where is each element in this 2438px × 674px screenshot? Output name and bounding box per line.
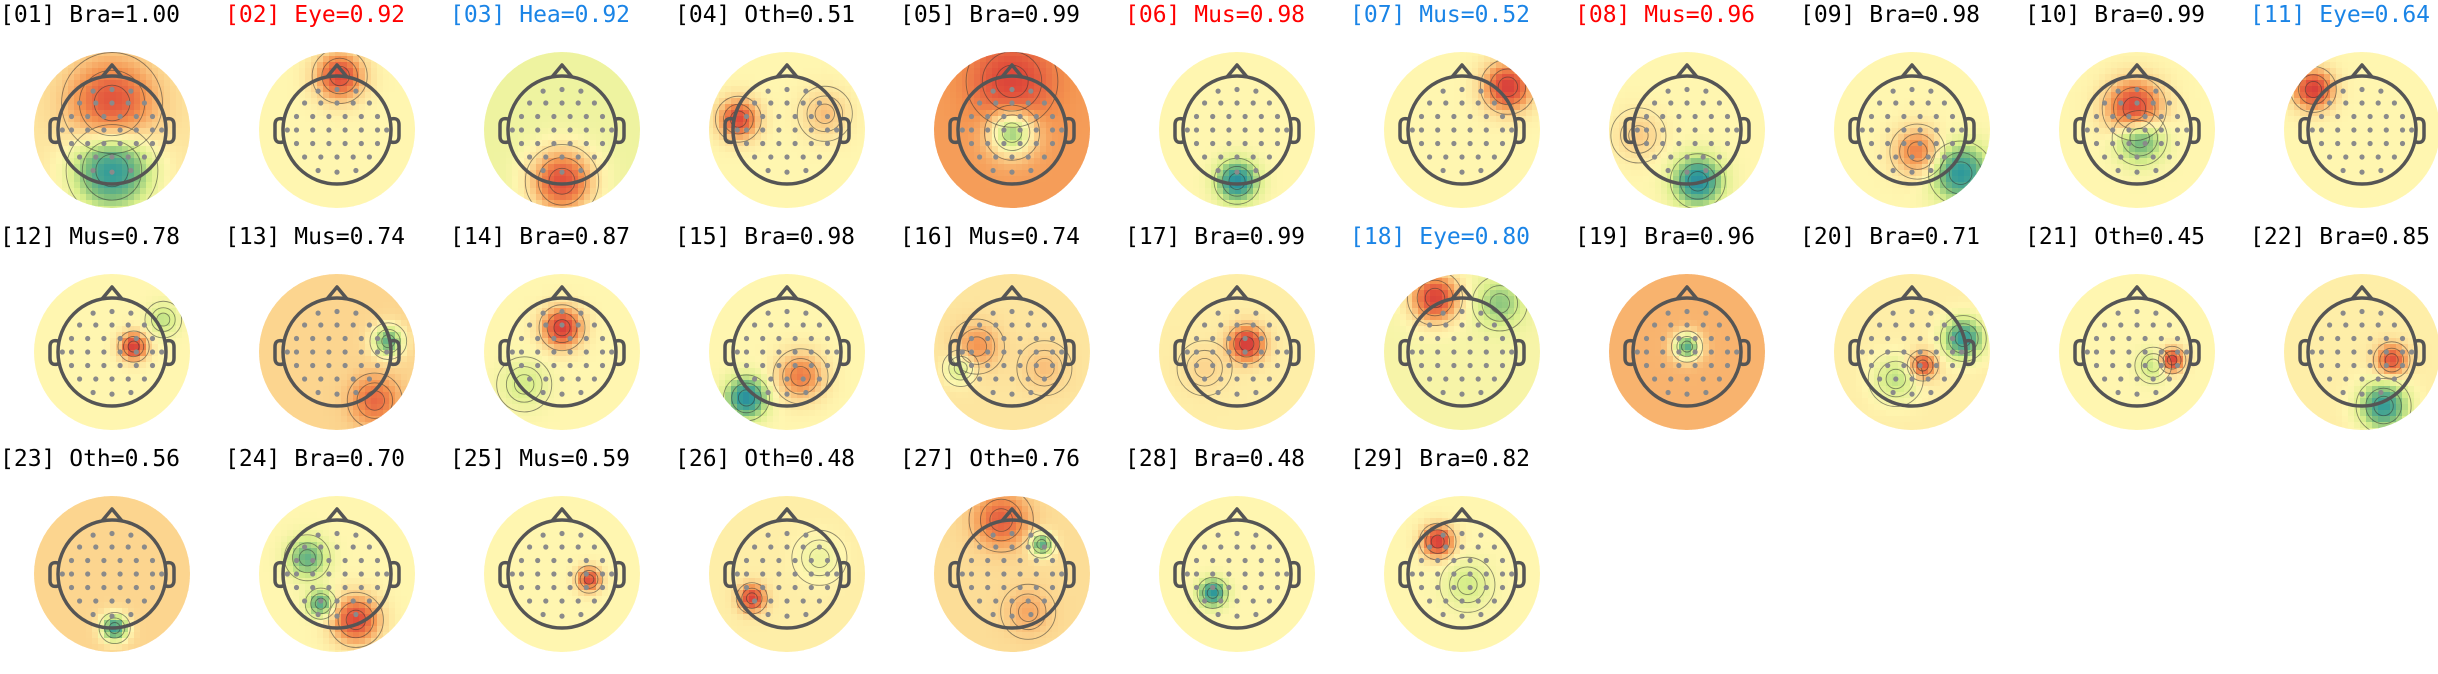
- component-label: [18] Eye=0.80: [1350, 222, 1530, 252]
- scalp-topomap: [1362, 252, 1562, 452]
- component-label: [15] Bra=0.98: [675, 222, 855, 252]
- component-label: [01] Bra=1.00: [0, 0, 180, 30]
- scalp-topomap: [2037, 30, 2237, 230]
- scalp-topomap: [462, 252, 662, 452]
- component-panel: [13] Mus=0.74: [225, 222, 450, 444]
- component-panel: [27] Oth=0.76: [900, 444, 1125, 666]
- component-panel: [18] Eye=0.80: [1350, 222, 1575, 444]
- component-panel: [26] Oth=0.48: [675, 444, 900, 666]
- component-label: [22] Bra=0.85: [2250, 222, 2430, 252]
- component-label: [10] Bra=0.99: [2025, 0, 2205, 30]
- component-label: [11] Eye=0.64: [2250, 0, 2430, 30]
- component-label: [03] Hea=0.92: [450, 0, 630, 30]
- component-panel: [01] Bra=1.00: [0, 0, 225, 222]
- scalp-topomap: [912, 30, 1112, 230]
- component-label: [24] Bra=0.70: [225, 444, 405, 474]
- component-panel: [23] Oth=0.56: [0, 444, 225, 666]
- scalp-topomap: [2262, 30, 2438, 230]
- scalp-topomap: [2262, 252, 2438, 452]
- scalp-topomap: [12, 474, 212, 674]
- scalp-topomap: [237, 252, 437, 452]
- scalp-topomap: [912, 252, 1112, 452]
- component-label: [12] Mus=0.78: [0, 222, 180, 252]
- scalp-topomap: [1587, 30, 1787, 230]
- scalp-topomap: [237, 474, 437, 674]
- component-label: [09] Bra=0.98: [1800, 0, 1980, 30]
- component-panel: [14] Bra=0.87: [450, 222, 675, 444]
- component-label: [20] Bra=0.71: [1800, 222, 1980, 252]
- component-panel: [12] Mus=0.78: [0, 222, 225, 444]
- component-label: [29] Bra=0.82: [1350, 444, 1530, 474]
- component-label: [19] Bra=0.96: [1575, 222, 1755, 252]
- component-label: [27] Oth=0.76: [900, 444, 1080, 474]
- scalp-topomap: [462, 474, 662, 674]
- component-label: [08] Mus=0.96: [1575, 0, 1755, 30]
- component-panel: [17] Bra=0.99: [1125, 222, 1350, 444]
- scalp-topomap: [687, 30, 887, 230]
- scalp-topomap: [1137, 252, 1337, 452]
- component-label: [05] Bra=0.99: [900, 0, 1080, 30]
- component-panel: [20] Bra=0.71: [1800, 222, 2025, 444]
- component-label: [13] Mus=0.74: [225, 222, 405, 252]
- scalp-topomap: [12, 252, 212, 452]
- component-panel: [24] Bra=0.70: [225, 444, 450, 666]
- component-panel: [04] Oth=0.51: [675, 0, 900, 222]
- component-label: [26] Oth=0.48: [675, 444, 855, 474]
- component-label: [02] Eye=0.92: [225, 0, 405, 30]
- field-map: [932, 36, 1095, 213]
- scalp-topomap: [912, 474, 1112, 674]
- scalp-topomap: [687, 252, 887, 452]
- component-panel: [28] Bra=0.48: [1125, 444, 1350, 666]
- scalp-topomap: [1362, 474, 1562, 674]
- component-panel: [25] Mus=0.59: [450, 444, 675, 666]
- scalp-topomap: [1362, 30, 1562, 230]
- scalp-topomap: [462, 30, 662, 230]
- scalp-topomap: [687, 474, 887, 674]
- component-label: [07] Mus=0.52: [1350, 0, 1530, 30]
- component-panel: [06] Mus=0.98: [1125, 0, 1350, 222]
- scalp-topomap: [1812, 30, 2012, 230]
- component-label: [23] Oth=0.56: [0, 444, 180, 474]
- component-panel: [10] Bra=0.99: [2025, 0, 2250, 222]
- component-label: [25] Mus=0.59: [450, 444, 630, 474]
- scalp-topomap: [1137, 30, 1337, 230]
- component-panel: [07] Mus=0.52: [1350, 0, 1575, 222]
- component-label: [16] Mus=0.74: [900, 222, 1080, 252]
- component-label: [17] Bra=0.99: [1125, 222, 1305, 252]
- scalp-topomap: [1587, 252, 1787, 452]
- component-panel: [05] Bra=0.99: [900, 0, 1125, 222]
- component-label: [28] Bra=0.48: [1125, 444, 1305, 474]
- component-panel: [19] Bra=0.96: [1575, 222, 1800, 444]
- component-panel: [03] Hea=0.92: [450, 0, 675, 222]
- scalp-topomap: [1137, 474, 1337, 674]
- component-panel: [11] Eye=0.64: [2250, 0, 2438, 222]
- component-label: [21] Oth=0.45: [2025, 222, 2205, 252]
- component-label: [14] Bra=0.87: [450, 222, 630, 252]
- scalp-topomap: [12, 30, 212, 230]
- component-panel: [16] Mus=0.74: [900, 222, 1125, 444]
- scalp-topomap: [2037, 252, 2237, 452]
- scalp-topomap: [1812, 252, 2012, 452]
- component-panel: [21] Oth=0.45: [2025, 222, 2250, 444]
- component-panel: [15] Bra=0.98: [675, 222, 900, 444]
- component-panel: [02] Eye=0.92: [225, 0, 450, 222]
- component-panel: [08] Mus=0.96: [1575, 0, 1800, 222]
- scalp-topomap: [237, 30, 437, 230]
- component-panel: [09] Bra=0.98: [1800, 0, 2025, 222]
- component-panel: [22] Bra=0.85: [2250, 222, 2438, 444]
- component-label: [06] Mus=0.98: [1125, 0, 1305, 30]
- component-label: [04] Oth=0.51: [675, 0, 855, 30]
- component-panel: [29] Bra=0.82: [1350, 444, 1575, 666]
